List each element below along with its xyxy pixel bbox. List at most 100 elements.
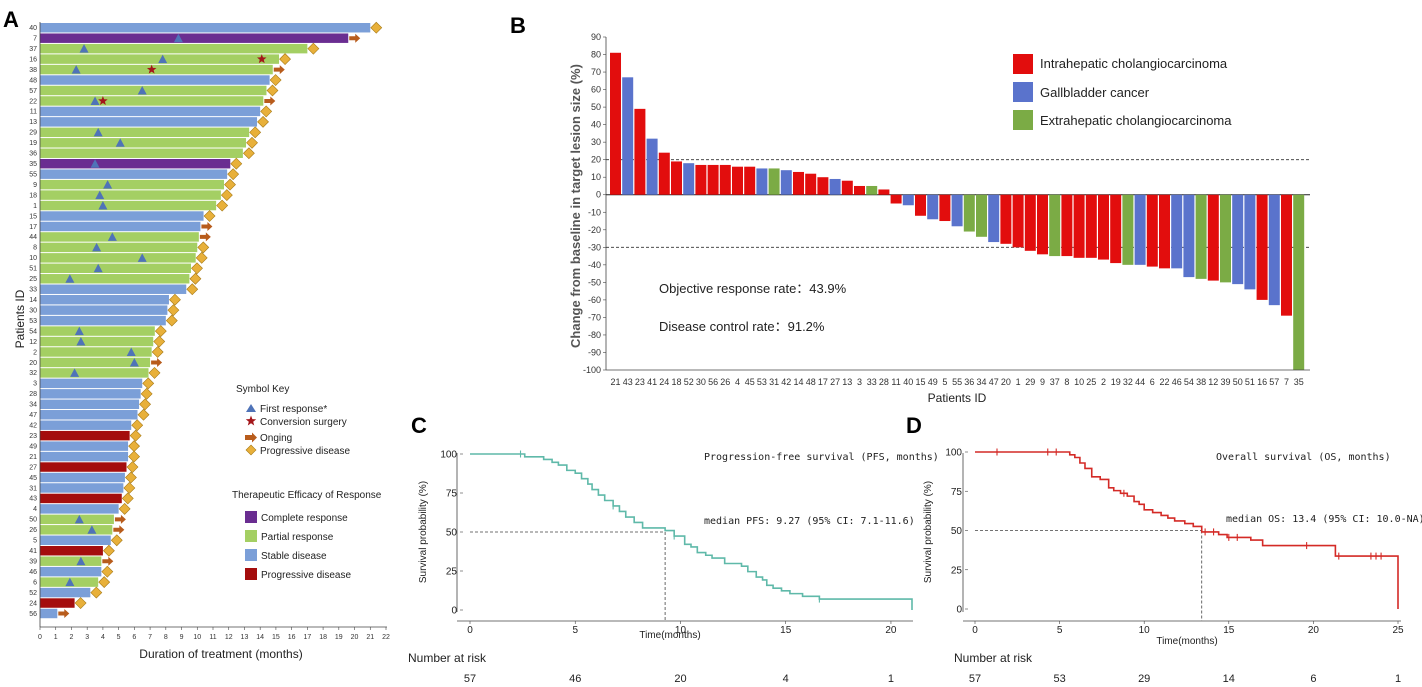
waterfall-y-tick-label: 90 [591,32,601,42]
swimmer-x-tick-label: 13 [241,634,249,641]
waterfall-patient-id: 54 [1184,377,1194,387]
pfs-x-label: Time(months) [639,630,700,641]
swimmer-patient-id: 49 [29,443,37,450]
swimmer-bar [40,378,143,389]
waterfall-y-tick-label: -60 [588,295,601,305]
waterfall-patient-id: 15 [915,377,925,387]
progressive-disease-marker [74,597,87,609]
swimmer-patient-id: 47 [29,412,37,419]
swimmer-bar [40,96,264,106]
first-response-marker [103,180,113,189]
swimmer-bar [40,294,169,305]
waterfall-bar [646,138,658,195]
progressive-disease-marker [260,105,273,118]
first-response-marker [158,54,168,64]
legend-pr-label: Partial response [261,532,334,543]
first-response-marker [126,347,136,356]
swimmer-bar [40,566,102,577]
legend-arrow-icon [245,432,257,443]
waterfall-bar [1195,194,1207,279]
swimmer-patient-id: 32 [29,370,37,377]
progressive-disease-marker [203,210,216,222]
progressive-disease-marker [307,42,320,55]
waterfall-patient-id: 25 [1086,377,1096,387]
swimmer-bar [40,305,168,315]
first-response-marker [76,337,86,346]
os-y-label: Survival probability (%) [923,481,934,583]
swimmer-bar [40,587,91,598]
waterfall-patient-id: 47 [989,377,999,387]
legend-ongoing: Onging [260,433,292,444]
first-response-marker [74,326,84,336]
waterfall-y-tick-label: -90 [588,347,601,357]
km-y-tick-label: 75 [951,487,963,498]
progressive-disease-marker [191,262,203,275]
waterfall-x-label: Patients ID [928,391,987,405]
waterfall-bar [1159,194,1170,269]
swimmer-bar [40,64,273,75]
waterfall-patient-id: 38 [1196,377,1206,387]
swimmer-bar [40,284,187,294]
progressive-disease-marker [266,84,279,97]
progressive-disease-marker [102,544,115,557]
waterfall-y-tick-label: 60 [591,85,601,95]
waterfall-patient-id: 1 [1016,377,1021,387]
swimmer-patient-id: 56 [29,611,37,618]
swimmer-bar [40,493,122,504]
swimmer-patient-id: 31 [29,485,37,492]
km-y-tick-label: 25 [951,565,963,576]
waterfall-bar [854,185,865,195]
swimmer-patient-id: 29 [29,130,37,137]
waterfall-bar [1037,194,1048,255]
first-response-marker [87,525,97,534]
swimmer-patient-id: 8 [33,245,37,252]
waterfall-bar [1244,194,1256,290]
waterfall-patient-id: 39 [1220,377,1230,387]
swimmer-patient-id: 42 [29,423,37,430]
km-x-tick-label: 25 [1392,625,1404,636]
waterfall-bar [902,194,914,206]
swimmer-patient-id: 33 [29,287,37,294]
waterfall-patient-id: 8 [1064,377,1069,387]
swimmer-patient-id: 28 [29,391,37,398]
swimmer-bar [40,23,371,33]
os-title: Overall survival (OS, months) [1216,452,1391,463]
swimmer-patient-id: 18 [29,192,37,199]
waterfall-y-tick-label: 30 [591,137,601,147]
waterfall-bar [658,152,670,195]
waterfall-bar [1220,194,1231,283]
km-x-tick-label: 15 [780,625,792,636]
swimmer-bar [40,556,102,566]
waterfall-y-tick-label: -50 [588,277,601,287]
waterfall-y-ticks: 90 80 70 60 50 40 30 20 10 0 -10 -20 -30 -40 -50 -60 -70… [583,32,606,375]
first-response-marker [95,190,105,200]
swimmer-patient-id: 12 [29,339,37,346]
waterfall-patient-id: 27 [830,377,840,387]
swimmer-x-tick-label: 10 [193,634,201,641]
swimmer-bar [40,608,58,619]
swimmer-patient-id: 15 [29,213,37,220]
km-y-tick-label: 75 [446,489,458,500]
legend-conversion-surgery: Conversion surgery [260,417,347,428]
swimmer-patient-id: 44 [29,234,37,241]
progressive-disease-marker [148,366,161,379]
progressive-disease-marker [167,304,180,317]
progressive-disease-marker [128,440,140,453]
km-x-tick-label: 0 [467,625,473,636]
waterfall-bar [805,173,817,195]
swimmer-x-tick-label: 5 [117,634,121,641]
pfs-ticks: 0 25 50 75 100 0 5 10 15 20 [440,450,897,637]
swimmer-x-tick-label: 3 [85,634,89,641]
km-x-tick-label: 5 [1057,625,1063,636]
km-x-tick-label: 10 [675,625,687,636]
swimmer-patient-id: 52 [29,590,37,597]
waterfall-patient-id: 42 [781,377,791,387]
waterfall-patient-id: 2 [1101,377,1106,387]
swimmer-patient-id: 38 [29,67,37,74]
waterfall-bar [1012,194,1024,248]
panel-c-label: C [411,413,427,438]
progressive-disease-marker [154,325,167,337]
swimmer-bar [40,127,250,138]
km-x-tick-label: 10 [1139,625,1151,636]
